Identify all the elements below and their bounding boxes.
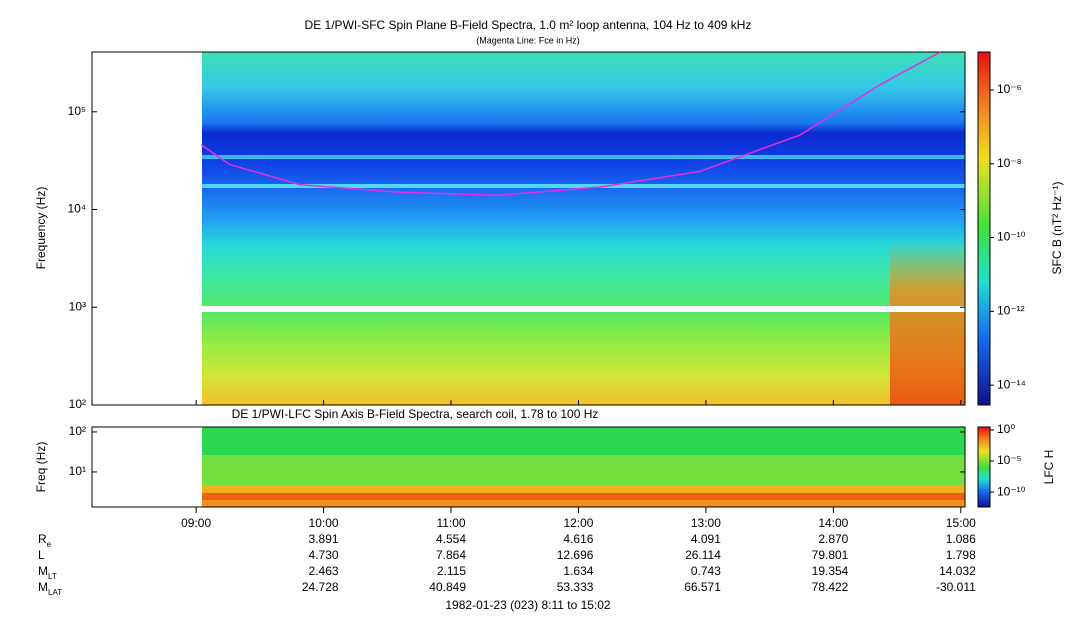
- colorbar-label: LFC H: [1042, 450, 1056, 485]
- spectrogram-band: [202, 455, 965, 485]
- spectrogram-band: [202, 500, 965, 507]
- y-tick-label: 10²: [69, 424, 86, 438]
- ephemeris-value: 7.864: [436, 548, 466, 562]
- ephemeris-value: 1.634: [563, 564, 593, 578]
- colorbar-tick-label: 10⁰: [997, 422, 1015, 436]
- colorbar-tick-label: 10⁻¹⁰: [997, 230, 1026, 244]
- ephemeris-value: 24.728: [302, 580, 339, 594]
- row-label: L: [38, 548, 45, 562]
- spectrogram-patch: [890, 240, 965, 405]
- colorbar-tick-label: 10⁻⁸: [997, 156, 1022, 170]
- x-tick-label: 09:00: [181, 516, 211, 530]
- colorbar-tick-label: 10⁻¹⁰: [997, 484, 1026, 498]
- ephemeris-value: 2.115: [437, 564, 466, 578]
- x-tick-label: 15:00: [946, 516, 976, 530]
- row-label-sub: LT: [48, 572, 57, 581]
- ephemeris-value: 1.798: [946, 548, 976, 562]
- ephemeris-value: 4.091: [691, 532, 721, 546]
- ephemeris-value: 4.616: [563, 532, 593, 546]
- ephemeris-value: 79.801: [812, 548, 849, 562]
- colorbar: [977, 51, 991, 406]
- row-label: MLT: [38, 564, 57, 580]
- ephemeris-value: 2.870: [818, 532, 848, 546]
- row-label-main: M: [38, 564, 48, 578]
- fce-line: [200, 51, 941, 196]
- spectrogram-band: [202, 427, 965, 455]
- row-label-sub: e: [47, 540, 52, 549]
- footer: 1982-01-23 (023) 8:11 to 15:02: [445, 598, 611, 612]
- ephemeris-value: 53.333: [557, 580, 594, 594]
- colorbar: [977, 426, 991, 508]
- y-axis-label: Frequency (Hz): [34, 187, 48, 270]
- y-tick-label: 10⁵: [68, 104, 86, 118]
- ephemeris-value: 12.696: [557, 548, 594, 562]
- chart-title: DE 1/PWI-SFC Spin Plane B-Field Spectra,…: [305, 18, 752, 32]
- x-tick-label: 14:00: [818, 516, 848, 530]
- colorbar-tick-label: 10⁻⁵: [997, 453, 1022, 467]
- colorbar-label: SFC B (nT² Hz⁻¹): [1050, 182, 1064, 275]
- panel-frame: [91, 426, 966, 508]
- spectrogram-image: [202, 52, 965, 405]
- row-label: MLAT: [38, 580, 62, 596]
- ephemeris-value: -30.011: [936, 580, 976, 594]
- x-tick-label: 12:00: [563, 516, 593, 530]
- ephemeris-value: 4.554: [436, 532, 466, 546]
- y-tick-label: 10⁴: [67, 202, 86, 216]
- data-gap: [202, 306, 965, 312]
- row-label-main: M: [38, 580, 48, 594]
- spectrogram-band: [202, 184, 965, 188]
- colorbar-tick-label: 10⁻⁶: [997, 82, 1022, 96]
- row-label: Re: [38, 532, 52, 548]
- colorbar-tick-label: 10⁻¹²: [997, 304, 1025, 318]
- spectrogram-band: [202, 155, 965, 159]
- y-tick-label: 10¹: [69, 464, 86, 478]
- ephemeris-value: 3.891: [309, 532, 339, 546]
- ephemeris-value: 19.354: [812, 564, 849, 578]
- y-tick-label: 10²: [69, 397, 86, 411]
- ephemeris-value: 0.743: [691, 564, 721, 578]
- ephemeris-value: 78.422: [812, 580, 849, 594]
- x-tick-label: 11:00: [436, 516, 465, 530]
- y-tick-label: 10³: [69, 299, 86, 313]
- ephemeris-value: 26.114: [685, 548, 721, 562]
- spectrogram-band: [202, 485, 965, 493]
- x-tick-label: 13:00: [691, 516, 721, 530]
- ephemeris-value: 2.463: [309, 564, 339, 578]
- row-label-main: L: [38, 548, 45, 562]
- row-label-sub: LAT: [48, 588, 62, 597]
- ephemeris-value: 40.849: [429, 580, 466, 594]
- row-label-main: R: [38, 532, 47, 546]
- ephemeris-value: 1.086: [946, 532, 976, 546]
- ephemeris-value: 14.032: [939, 564, 976, 578]
- y-axis-label: Freq (Hz): [34, 442, 48, 493]
- panel-frame: [91, 51, 966, 406]
- colorbar-tick-label: 10⁻¹⁴: [997, 377, 1026, 391]
- x-tick-label: 10:00: [309, 516, 339, 530]
- chart-title: DE 1/PWI-LFC Spin Axis B-Field Spectra, …: [232, 407, 599, 421]
- ephemeris-value: 66.571: [684, 580, 721, 594]
- chart-subtitle: (Magenta Line: Fce in Hz): [476, 35, 580, 45]
- spectrogram-band: [202, 493, 965, 500]
- ephemeris-value: 4.730: [309, 548, 339, 562]
